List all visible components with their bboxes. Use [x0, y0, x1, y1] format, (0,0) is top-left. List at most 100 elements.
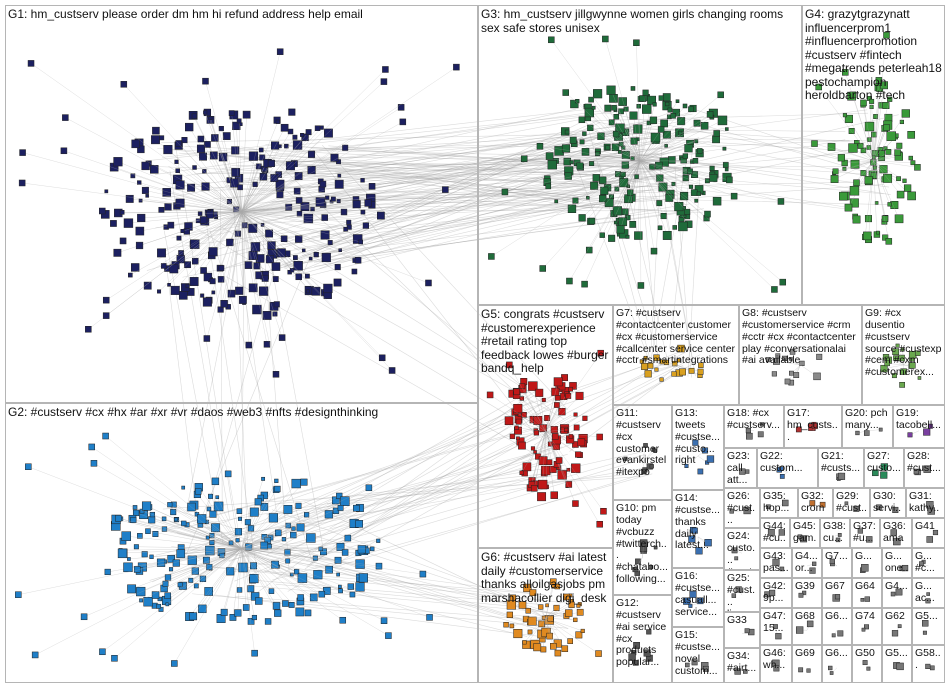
- edge: [602, 160, 641, 236]
- node: [649, 164, 655, 170]
- node: [870, 159, 877, 166]
- node: [731, 593, 737, 598]
- node: [649, 116, 658, 124]
- node: [590, 181, 599, 190]
- edge: [256, 197, 657, 256]
- edge: [545, 431, 560, 461]
- edge: [192, 548, 242, 617]
- edge: [209, 548, 242, 551]
- node: [204, 587, 213, 596]
- node: [896, 190, 905, 199]
- edge: [127, 548, 242, 568]
- edge: [192, 548, 242, 561]
- node: [570, 99, 579, 109]
- edge: [241, 127, 322, 213]
- edge: [148, 163, 242, 213]
- edge: [241, 548, 316, 559]
- node: [385, 632, 392, 639]
- node: [113, 157, 123, 167]
- edge: [639, 129, 662, 162]
- edge: [200, 524, 242, 549]
- edge: [178, 143, 242, 213]
- node: [908, 155, 913, 161]
- edge: [241, 211, 350, 228]
- edge: [272, 125, 643, 272]
- group-label: G5...: [915, 611, 938, 622]
- edge: [272, 400, 534, 522]
- node: [565, 609, 573, 617]
- node: [876, 230, 880, 235]
- edge: [601, 111, 854, 163]
- node: [613, 114, 619, 120]
- edge: [231, 453, 647, 573]
- node: [202, 77, 209, 85]
- node: [203, 272, 213, 282]
- group-box: [5, 5, 478, 403]
- node: [548, 36, 555, 44]
- node: [872, 165, 877, 170]
- node: [211, 290, 216, 295]
- edge: [22, 152, 242, 213]
- node: [191, 113, 198, 119]
- node: [145, 194, 149, 198]
- edge: [587, 117, 641, 162]
- node: [287, 128, 294, 135]
- node: [871, 155, 876, 160]
- node: [325, 195, 330, 200]
- edge: [848, 160, 874, 208]
- edge: [675, 364, 701, 372]
- edge: [241, 514, 307, 549]
- node: [338, 588, 343, 594]
- node: [724, 167, 729, 172]
- node: [798, 592, 804, 598]
- node: [575, 631, 583, 639]
- group-box: [478, 5, 802, 305]
- node: [812, 561, 817, 566]
- node: [537, 492, 547, 502]
- node: [767, 528, 775, 536]
- edge: [529, 618, 546, 633]
- edge: [856, 160, 874, 183]
- edge: [843, 160, 874, 197]
- node: [561, 144, 571, 153]
- node: [380, 617, 388, 624]
- edge: [328, 145, 674, 172]
- node: [236, 587, 243, 593]
- edge: [163, 211, 242, 267]
- group-label: G28: #cust...: [907, 451, 941, 474]
- edge: [675, 364, 701, 376]
- node: [541, 615, 546, 620]
- edge: [227, 473, 242, 549]
- edge: [161, 211, 242, 254]
- edge: [639, 113, 714, 162]
- node: [284, 143, 289, 149]
- node: [893, 537, 901, 546]
- node: [554, 649, 562, 657]
- node: [644, 370, 652, 378]
- node: [929, 665, 935, 671]
- edge: [300, 113, 693, 176]
- edge: [241, 211, 393, 371]
- node: [264, 618, 272, 625]
- edge: [521, 431, 546, 446]
- node: [628, 653, 636, 661]
- edge: [542, 431, 546, 485]
- node: [816, 353, 823, 360]
- edge: [261, 222, 290, 577]
- edge: [534, 431, 546, 489]
- group-box: [672, 568, 724, 627]
- node: [632, 567, 638, 573]
- node: [922, 620, 929, 627]
- node: [254, 498, 262, 506]
- group-box: [478, 548, 613, 683]
- edge: [639, 160, 735, 197]
- node: [245, 341, 253, 349]
- node: [330, 153, 339, 162]
- edge: [620, 133, 641, 162]
- node: [517, 413, 522, 417]
- node: [585, 246, 593, 254]
- edge: [180, 548, 242, 555]
- node: [866, 145, 872, 150]
- node: [541, 465, 551, 476]
- edge: [241, 128, 318, 213]
